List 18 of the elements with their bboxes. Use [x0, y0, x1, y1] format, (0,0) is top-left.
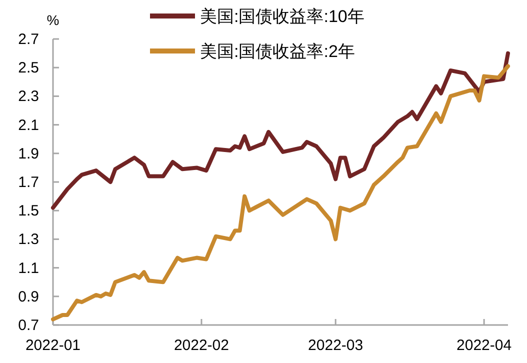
y-tick-label: 1.7: [18, 174, 39, 191]
y-tick-label: 0.7: [18, 317, 39, 334]
y-tick-label: 2.3: [18, 88, 39, 106]
y-tick-label: 1.1: [18, 260, 39, 277]
legend-label: 美国:国债收益率:2年: [200, 42, 355, 61]
x-tick-label: 2022-01: [25, 337, 81, 354]
legend-label: 美国:国债收益率:10年: [200, 7, 364, 26]
x-tick-label: 2022-03: [308, 337, 364, 354]
x-tick-label: 2022-04: [456, 337, 512, 354]
y-tick-label: 2.1: [18, 116, 39, 134]
y-tick-label: 1.3: [18, 231, 39, 248]
y-tick-label: 2.5: [18, 60, 39, 77]
y-tick-label: 1.9: [18, 145, 39, 162]
y-tick-label: 0.9: [18, 288, 39, 306]
x-tick-label: 2022-02: [174, 337, 230, 354]
y-tick-label: 2.7: [18, 31, 39, 48]
y-axis-title: %: [46, 12, 60, 28]
y-tick-label: 1.5: [18, 202, 39, 220]
